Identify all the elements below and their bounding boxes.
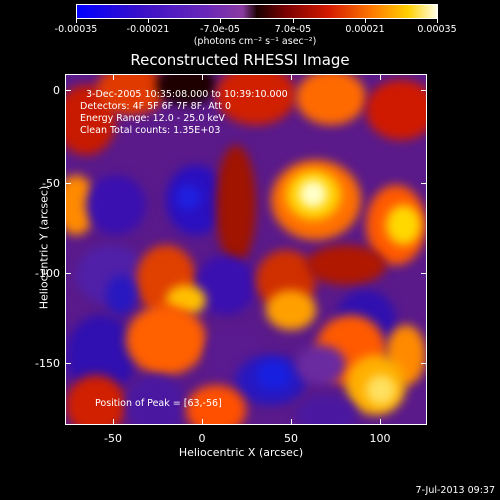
colorbar: [76, 4, 438, 19]
colorbar-units: (photons cm⁻² s⁻¹ asec⁻²): [193, 36, 317, 47]
x-axis-title: Heliocentric X (arcsec): [178, 446, 304, 459]
colorbar-tick: [365, 19, 366, 23]
x-tick-label: 100: [369, 432, 391, 445]
x-tick-label: 50: [284, 432, 298, 445]
colorbar-tick: [293, 19, 294, 23]
y-tick-label: -50: [42, 177, 60, 190]
time-range: 3-Dec-2005 10:35:08.000 to 10:39:10.000: [86, 89, 288, 100]
colorbar-label: -0.00035: [54, 24, 98, 35]
y-tick-label: 0: [53, 84, 60, 97]
colorbar-tick: [76, 19, 77, 23]
y-tick-label: -100: [35, 267, 60, 280]
colorbar-label: 0.00021: [345, 24, 385, 35]
timestamp: 7-Jul-2013 09:37: [415, 485, 495, 496]
detectors: Detectors: 4F 5F 6F 7F 8F, Att 0: [80, 101, 232, 112]
x-tick-label: 0: [198, 432, 206, 445]
colorbar-label: 0.00035: [417, 24, 457, 35]
y-tick-label: -150: [35, 357, 60, 370]
y-axis-title: Heliocentric Y (arcsec): [37, 185, 51, 310]
x-tick-label: -50: [104, 432, 122, 445]
colorbar-tick: [148, 19, 149, 23]
clean-total-counts: Clean Total counts: 1.35E+03: [80, 125, 221, 136]
colorbar-tick: [220, 19, 221, 23]
rhessi-image: [65, 74, 427, 425]
peak-position: Position of Peak = [63,-56]: [95, 398, 222, 409]
energy-range: Energy Range: 12.0 - 25.0 keV: [80, 113, 225, 124]
colorbar-tick: [437, 19, 438, 23]
colorbar-label: 7.0e-05: [274, 24, 312, 35]
colorbar-label: -0.00021: [126, 24, 170, 35]
colorbar-label: -7.0e-05: [200, 24, 240, 35]
plot-title: Reconstructed RHESSI Image: [130, 51, 350, 69]
